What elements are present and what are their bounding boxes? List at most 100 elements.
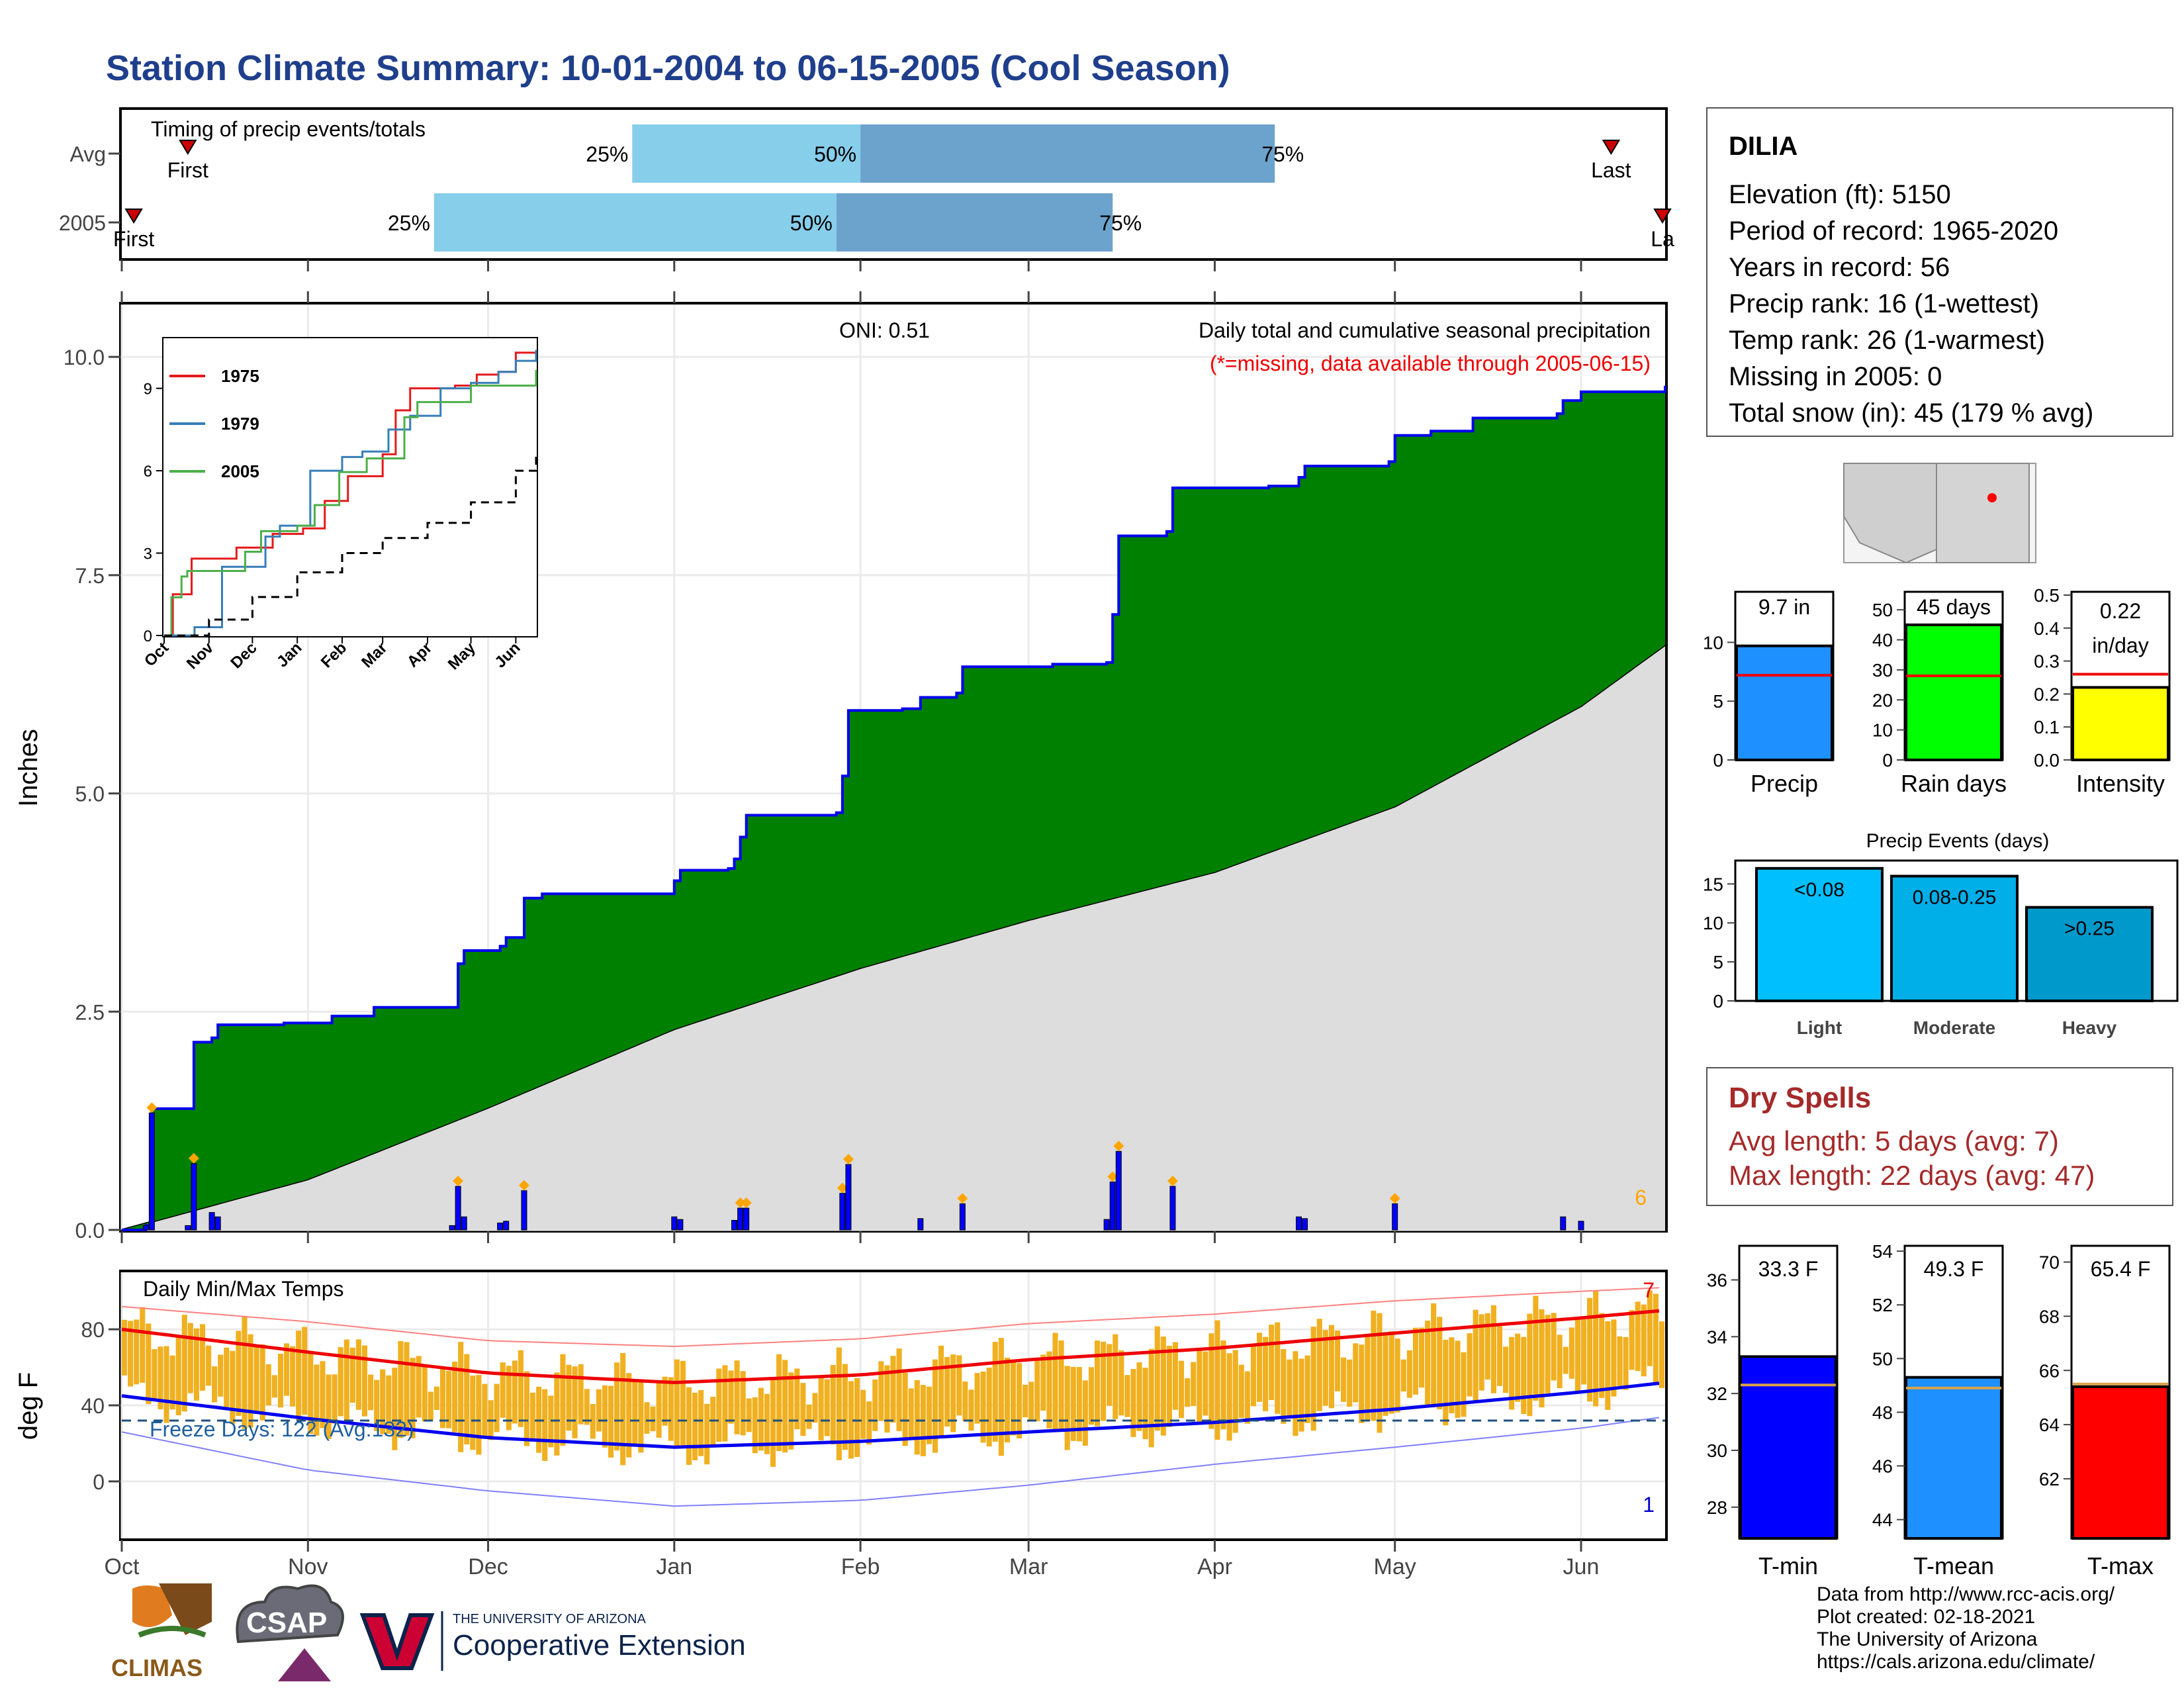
daily-temp-bar <box>1263 1336 1269 1411</box>
inset-series-line <box>164 350 537 637</box>
summary-tick-label: 0.2 <box>2034 684 2060 704</box>
daily-temp-bar <box>218 1354 224 1397</box>
daily-temp-bar <box>1076 1367 1082 1442</box>
daily-temp-bar <box>1341 1357 1347 1402</box>
temp-summary-value-bar <box>2071 1385 2169 1540</box>
daily-temp-bar <box>1437 1317 1443 1410</box>
pct-label-75: 75% <box>1261 142 1304 166</box>
temp-summary-tick-label: 48 <box>1872 1402 1893 1423</box>
daily-temp-bar <box>1371 1311 1377 1421</box>
daily-temp-bar <box>734 1360 740 1434</box>
summary-category-label: Intensity <box>2076 770 2165 797</box>
inset-series-line <box>164 350 537 637</box>
daily-temp-bar <box>770 1380 776 1467</box>
credits: Data from http://www.rcc-acis.org/ Plot … <box>1817 1583 2115 1673</box>
snow-marker <box>741 1197 752 1209</box>
daily-temp-bar <box>410 1358 416 1438</box>
temp-summary-tick-label: 66 <box>2039 1360 2060 1381</box>
daily-precip-bar <box>455 1186 461 1231</box>
record-tmax-line <box>121 1287 1659 1348</box>
events-bar <box>2025 906 2154 1002</box>
daily-temp-bar <box>320 1361 326 1429</box>
daily-precip-bar <box>731 1219 738 1231</box>
daily-temp-bar <box>1515 1333 1521 1402</box>
average-tmin-line <box>121 1382 1660 1449</box>
logos: CLIMAS CSAP THE UNIVERSITY OF ARIZONA Co… <box>111 1583 746 1681</box>
daily-precip-bar <box>671 1216 678 1231</box>
daily-temp-bar <box>271 1375 277 1398</box>
daily-temp-bar <box>1377 1313 1383 1433</box>
daily-temp-bar <box>308 1353 314 1434</box>
average-cumulative-area <box>122 645 1665 1230</box>
station-name: DILIA <box>1729 132 1798 161</box>
temp-summary-tick-label: 30 <box>1707 1440 1727 1461</box>
daily-temp-bar <box>134 1319 140 1385</box>
daily-temp-bar <box>1617 1336 1623 1386</box>
summary-tick-label: 0.5 <box>2034 585 2060 606</box>
daily-temp-bar <box>140 1307 146 1383</box>
daily-precip-bar <box>142 1225 149 1231</box>
daily-precip-bar <box>497 1222 504 1231</box>
daily-temp-bar <box>302 1327 308 1415</box>
daily-temp-bar <box>1484 1313 1490 1380</box>
daily-temp-bar <box>992 1342 998 1442</box>
daily-temp-bar <box>794 1368 800 1430</box>
daily-temp-bar <box>1154 1326 1160 1431</box>
temp-count-bottom: 1 <box>1643 1493 1655 1517</box>
daily-temp-bar <box>782 1360 788 1453</box>
events-tick-label: 0 <box>1713 991 1723 1011</box>
inset-series-line <box>164 369 537 637</box>
daily-precip-bar <box>1392 1203 1398 1231</box>
credit-line: The University of Arizona <box>1817 1628 2038 1650</box>
station-precip-rank: Precip rank: 16 (1-wettest) <box>1729 289 2040 318</box>
events-bar-label: 0.08-0.25 <box>1913 887 1997 909</box>
daily-precip-bar <box>1295 1216 1302 1231</box>
daily-precip-bar <box>449 1225 455 1231</box>
daily-temp-bar <box>1101 1341 1107 1421</box>
summary-tick-label: 40 <box>1872 630 1893 651</box>
daily-temp-bar <box>896 1348 902 1431</box>
daily-temp-bar <box>686 1387 692 1465</box>
daily-temp-bar <box>1593 1290 1599 1407</box>
daily-temp-bar <box>818 1377 824 1441</box>
temp-title: Daily Min/Max Temps <box>143 1277 343 1301</box>
events-bar-label: <0.08 <box>1794 879 1844 901</box>
climas-text: CLIMAS <box>111 1654 203 1681</box>
daily-temp-bar <box>1394 1338 1400 1413</box>
daily-temp-bar <box>494 1383 500 1432</box>
daily-temp-bar <box>944 1356 950 1427</box>
daily-precip-bar <box>1169 1186 1176 1231</box>
timing-title: Timing of precip events/totals <box>151 117 426 141</box>
daily-precip-bar <box>185 1225 191 1231</box>
daily-temp-bar <box>758 1387 764 1451</box>
daily-temp-bar <box>776 1354 782 1452</box>
summary-tick-label: 0.3 <box>2034 651 2060 672</box>
summary-value-label: in/day <box>2092 633 2148 657</box>
station-missing: Missing in 2005: 0 <box>1729 362 1942 391</box>
record-tmin-line <box>121 1417 1660 1507</box>
daily-temp-bar <box>392 1368 398 1450</box>
daily-temp-bar <box>542 1389 548 1461</box>
daily-temp-bar <box>1328 1325 1334 1409</box>
events-category-label: Moderate <box>1913 1017 1995 1038</box>
summary-value-bar <box>1735 644 1833 761</box>
daily-temp-bar <box>1010 1360 1017 1436</box>
station-elevation: Elevation (ft): 5150 <box>1729 180 1951 209</box>
quartile-bar-25-50 <box>632 124 861 183</box>
quartile-bar-50-75 <box>860 124 1275 183</box>
cumulative-precip-line <box>122 385 1666 1231</box>
daily-temp-bar <box>1503 1346 1509 1393</box>
daily-temp-bar <box>230 1350 236 1424</box>
daily-temp-bar <box>1197 1349 1203 1423</box>
daily-temp-bar <box>1365 1336 1371 1422</box>
daily-temp-bar <box>1359 1344 1365 1423</box>
daily-temp-bar <box>1545 1315 1551 1393</box>
daily-temp-bar <box>1653 1293 1659 1384</box>
temp-x-tick-label: Apr <box>1197 1554 1232 1579</box>
daily-temp-bar <box>464 1354 470 1444</box>
daily-temp-bar <box>1191 1362 1197 1406</box>
daily-temp-bar <box>1521 1336 1527 1415</box>
temp-summary-category-label: T-max <box>2087 1552 2154 1579</box>
daily-temp-bar <box>1160 1336 1166 1436</box>
daily-temp-bar <box>314 1364 320 1436</box>
